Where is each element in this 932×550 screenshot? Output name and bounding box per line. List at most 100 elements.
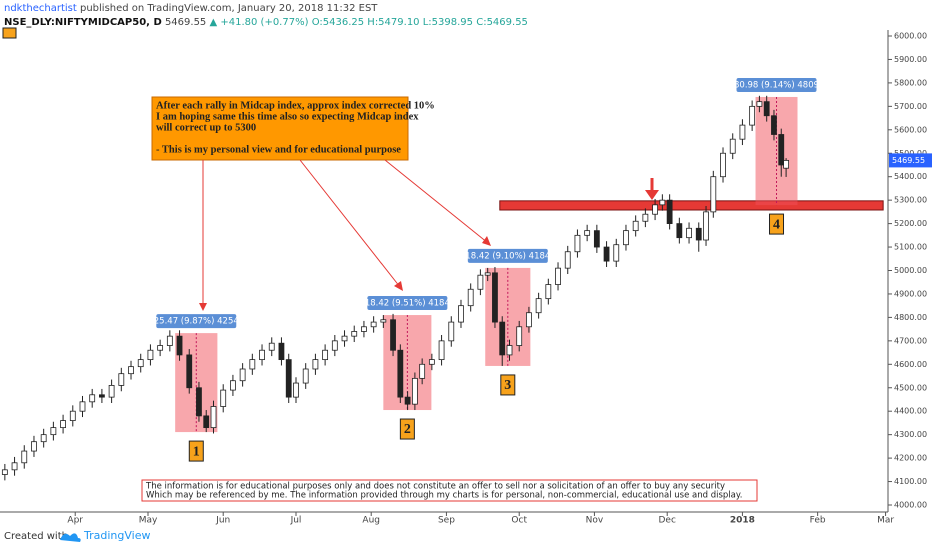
candle-body (390, 319, 396, 351)
x-tick-label: Mar (877, 516, 894, 526)
range-number-bg (769, 213, 785, 235)
candle-body (166, 335, 173, 346)
x-tick-label: May (139, 516, 158, 526)
range-number-bg (500, 374, 516, 396)
candle-body (278, 342, 285, 361)
candle-body (341, 335, 348, 342)
y-tick-label: 5800.00 (894, 78, 927, 87)
candle-body (749, 105, 756, 126)
x-tick-label: Oct (511, 516, 527, 526)
candle-body (419, 363, 426, 379)
disclaimer-line: The information is for educational purpo… (145, 482, 725, 492)
candle-body (729, 138, 736, 154)
candle-body (623, 230, 629, 246)
candle-body (756, 101, 763, 107)
range-label: 425.47 (9.87%) 42547 (148, 317, 244, 327)
candle-body (196, 387, 202, 417)
arrowhead (394, 281, 403, 291)
candle-body (516, 326, 523, 346)
x-tick-label: Sep (438, 516, 455, 526)
note-line: - This is my personal view and for educa… (156, 144, 401, 155)
candle-body (720, 152, 726, 178)
y-tick-label: 4300.00 (894, 430, 927, 439)
x-tick-label: Jul (290, 516, 302, 526)
candle-body (632, 220, 639, 232)
candle-body (99, 394, 105, 398)
last-price-label: 5469.55 (892, 156, 925, 165)
candle-body (526, 312, 532, 328)
candle-body (1, 469, 8, 475)
arrowhead (199, 303, 207, 311)
candle-body (79, 401, 86, 412)
candle-body (593, 230, 600, 248)
x-tick-label: 2018 (730, 516, 755, 526)
note-line: I am hoping same this time also so expec… (156, 111, 419, 122)
candle-body (322, 349, 329, 361)
disclaimer-line: Which may be referenced by me. The infor… (146, 491, 742, 501)
x-tick-label: Jun (215, 516, 230, 526)
annotations: The information is for educational purpo… (4, 96, 758, 542)
candle-body (176, 335, 183, 356)
candle-body (499, 321, 506, 356)
candle-body (203, 415, 210, 429)
candle-body (210, 406, 217, 429)
candle-body (259, 349, 265, 361)
candle-body (676, 223, 683, 239)
candle-body (268, 342, 275, 351)
plot: 4000.00 4100.00 4200.00 4300.00 4400.00 4500.… (1, 32, 932, 526)
range-label: 418.42 (9.51%) 41842 (359, 299, 455, 309)
quote-line: NSE_DLY:NIFTYMIDCAP50, D 5469.55 ▲ +41.8… (4, 16, 528, 30)
x-tick-label: Nov (586, 516, 604, 526)
candle-body (710, 176, 717, 213)
candle-body (477, 274, 484, 290)
candle-body (370, 321, 377, 328)
y-tick-label: 4400.00 (894, 407, 927, 416)
candle-body (584, 230, 591, 236)
candle-body (249, 359, 256, 370)
candle-body (312, 359, 319, 370)
candle-body (492, 272, 498, 323)
candle-body (778, 134, 785, 166)
note-box (151, 96, 409, 161)
candle-body (652, 204, 658, 215)
range-label-bg (467, 248, 548, 263)
candle-body (40, 434, 47, 443)
y-tick-label: 5200.00 (894, 219, 927, 228)
candle-body (574, 234, 581, 253)
y-tick-label: 5900.00 (894, 55, 927, 64)
x-tick-label: Dec (659, 516, 676, 526)
y-tick-label: 4600.00 (894, 360, 927, 369)
y-tick-label: 5500.00 (894, 149, 927, 158)
candle-body (695, 227, 702, 241)
y-tick-label: 4500.00 (894, 383, 927, 392)
range-number: 2 (404, 422, 411, 437)
candle-body (739, 124, 746, 140)
candle-body (642, 213, 649, 222)
candle-body (351, 331, 358, 337)
candle-body (220, 389, 227, 407)
candle-body (230, 380, 236, 391)
candle-body (50, 427, 57, 436)
candle-body (21, 450, 28, 464)
open: O:5436.25 (311, 17, 365, 28)
candle-body (108, 385, 115, 398)
candle-body (118, 373, 125, 386)
arrow (384, 159, 489, 244)
range-number-bg (188, 440, 204, 462)
candle-body (564, 251, 571, 269)
candle-body (69, 410, 76, 421)
y-tick-label: 6000.00 (894, 32, 927, 41)
candle-body (397, 349, 404, 398)
range-number-bg (399, 418, 415, 440)
candle-body (763, 101, 770, 117)
range-number: 1 (193, 444, 200, 459)
candle-body (535, 298, 542, 314)
range-label-bg (156, 314, 237, 329)
corner-marker (2, 27, 17, 39)
candle-body (506, 345, 513, 356)
candle-body (137, 359, 144, 368)
y-tick-label: 5100.00 (894, 243, 927, 252)
x-tick-label: Aug (362, 516, 380, 526)
arrowhead (482, 236, 491, 246)
